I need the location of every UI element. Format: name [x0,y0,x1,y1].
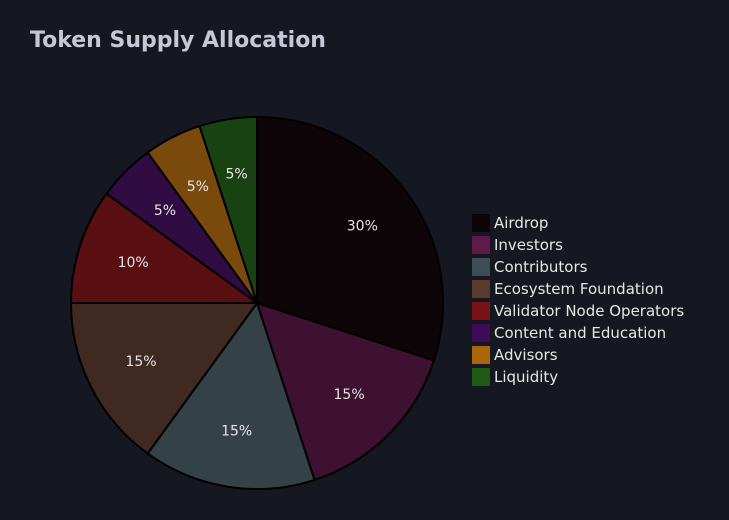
slice-label-ecosystem-foundation: 15% [125,354,156,370]
legend-swatch-investors [472,236,490,254]
legend-swatch-contributors [472,258,490,276]
slice-label-validator-node-operators: 10% [118,255,149,271]
pie-slice-validator-node-operators [69,192,261,304]
chart-title: Token Supply Allocation [30,28,326,53]
slice-label-investors: 15% [334,387,365,403]
legend-swatch-liquidity [472,368,490,386]
legend-swatch-advisors [472,346,490,364]
legend-swatch-validator-node-operators [472,302,490,320]
legend-label-liquidity: Liquidity [494,368,558,386]
slice-label-content-and-education: 5% [154,203,176,219]
legend-label-content-and-education: Content and Education [494,324,666,342]
legend-swatch-content-and-education [472,324,490,342]
legend-label-advisors: Advisors [494,346,558,364]
legend-swatch-ecosystem-foundation [472,280,490,298]
legend-label-ecosystem-foundation: Ecosystem Foundation [494,280,664,298]
legend-label-contributors: Contributors [494,258,588,276]
pie-slice-investors [255,301,436,482]
pie-slice-ecosystem-foundation [69,302,259,455]
slice-label-contributors: 15% [221,424,252,440]
pie-slices [69,115,444,490]
slice-label-advisors: 5% [187,179,209,195]
legend-label-investors: Investors [494,236,563,254]
legend-label-validator-node-operators: Validator Node Operators [494,302,684,320]
slice-label-liquidity: 5% [226,166,248,182]
pie-slice-labels: 30% 15% 15% 15% 10% 5% 5% 5% [118,166,378,439]
pie-slice-airdrop [256,115,444,362]
pie-slice-liquidity [198,115,258,304]
legend-swatch-airdrop [472,214,490,232]
legend: Airdrop Investors Contributors Ecosystem Fo… [472,214,684,386]
legend-label-airdrop: Airdrop [494,214,548,232]
pie-slice-contributors [146,300,316,490]
slice-label-airdrop: 30% [347,218,378,234]
